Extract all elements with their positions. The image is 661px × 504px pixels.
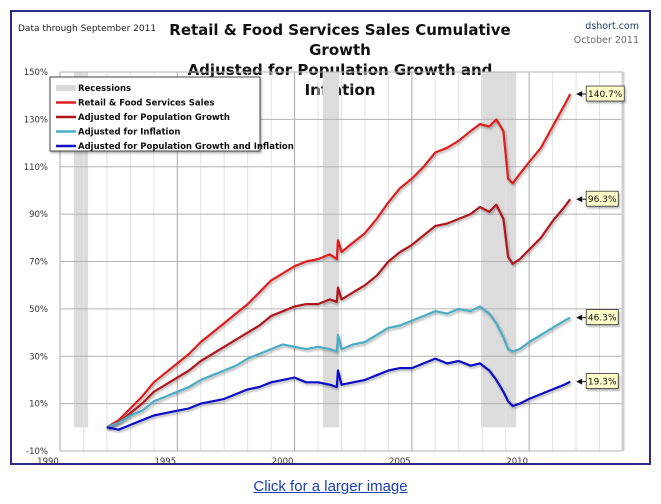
y-tick-label: 50% bbox=[29, 305, 48, 315]
annotation-box bbox=[585, 85, 625, 102]
data-through-note: Data through September 2011 bbox=[18, 24, 157, 34]
y-tick-label: 130% bbox=[24, 115, 48, 125]
annotation-label: 46.3% bbox=[588, 314, 617, 324]
chart-title-line-1: Retail & Food Services Sales Cumulative … bbox=[169, 21, 511, 59]
y-tick-label: -10% bbox=[26, 447, 48, 457]
series-line-1 bbox=[106, 93, 572, 429]
source-site: dshort.com bbox=[585, 21, 639, 32]
x-tick-label: 2000 bbox=[272, 457, 294, 467]
y-tick-label: 30% bbox=[29, 352, 48, 362]
annotation-arrow bbox=[576, 196, 583, 203]
source-date: October 2011 bbox=[573, 35, 639, 46]
legend-label: Retail & Food Services Sales bbox=[78, 99, 214, 109]
annotation-box bbox=[585, 309, 619, 326]
chart-title-line-2: Adjusted for Population Growth and Infla… bbox=[187, 61, 493, 99]
legend-label: Recessions bbox=[78, 84, 131, 94]
annotation-box bbox=[585, 190, 619, 207]
y-tick-label: 110% bbox=[24, 163, 48, 173]
series-line-4 bbox=[106, 357, 571, 431]
legend-label: Adjusted for Inflation bbox=[78, 128, 180, 138]
chart-svg: 150% 130% 110% 90% 70% 50% 30% 10% -10%1990 1995 2… bbox=[24, 68, 625, 467]
x-tick-label: 1990 bbox=[37, 457, 59, 467]
annotation-label: 140.7% bbox=[588, 90, 623, 100]
chart-title: Retail & Food Services Sales Cumulative … bbox=[160, 20, 520, 100]
y-tick-label: 150% bbox=[24, 68, 48, 78]
x-tick-label: 2005 bbox=[389, 457, 411, 467]
series-line-3 bbox=[106, 305, 571, 429]
series-line-2 bbox=[106, 198, 572, 429]
larger-image-link[interactable]: Click for a larger image bbox=[253, 478, 408, 495]
annotation-arrow bbox=[576, 91, 583, 98]
y-tick-label: 90% bbox=[29, 210, 48, 220]
y-tick-label: 70% bbox=[29, 258, 48, 268]
legend-label: Adjusted for Population Growth and Infla… bbox=[78, 142, 294, 152]
x-tick-label: 2010 bbox=[506, 457, 528, 467]
source-block: dshort.com October 2011 bbox=[574, 20, 639, 48]
legend-box bbox=[49, 76, 261, 152]
recession-band bbox=[74, 72, 89, 428]
annotation-label: 19.3% bbox=[588, 378, 617, 388]
y-tick-label: 10% bbox=[29, 400, 48, 410]
annotation-arrow bbox=[576, 314, 583, 321]
recession-band bbox=[322, 72, 340, 428]
x-tick-label: 1995 bbox=[154, 457, 176, 467]
annotation-box bbox=[585, 373, 619, 389]
annotation-arrow bbox=[576, 378, 583, 385]
legend-label: Adjusted for Population Growth bbox=[78, 113, 230, 123]
annotation-label: 96.3% bbox=[588, 195, 617, 205]
legend-swatch-recessions bbox=[56, 85, 76, 91]
